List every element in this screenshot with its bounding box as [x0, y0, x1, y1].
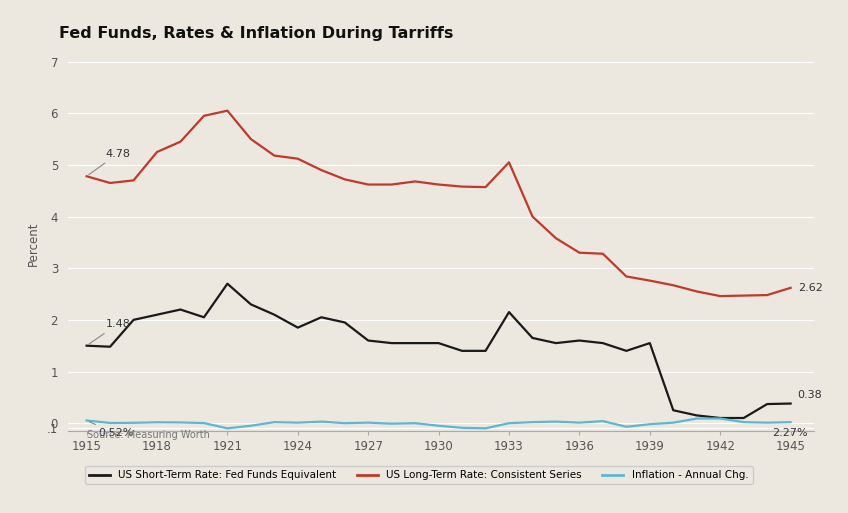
- Text: Fed Funds, Rates & Inflation During Tarriffs: Fed Funds, Rates & Inflation During Tarr…: [59, 26, 454, 41]
- Text: 4.78: 4.78: [89, 149, 131, 174]
- Text: 0.52%: 0.52%: [89, 422, 134, 438]
- Text: 2.27%: 2.27%: [772, 428, 807, 438]
- Text: 1.48: 1.48: [89, 319, 131, 344]
- Y-axis label: Percent: Percent: [27, 222, 40, 266]
- Text: 0.38: 0.38: [798, 390, 823, 400]
- Legend: US Short-Term Rate: Fed Funds Equivalent, US Long-Term Rate: Consistent Series, : US Short-Term Rate: Fed Funds Equivalent…: [85, 466, 752, 484]
- Text: 2.62: 2.62: [798, 283, 823, 293]
- Text: Source: Measuring Worth: Source: Measuring Worth: [86, 430, 209, 440]
